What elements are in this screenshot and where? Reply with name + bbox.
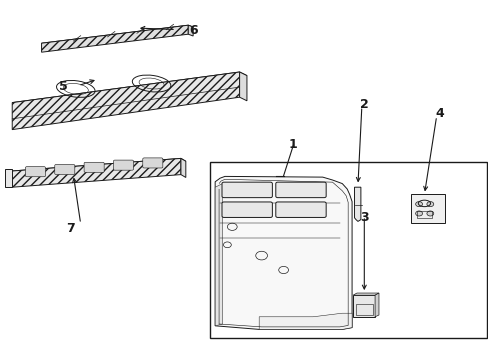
FancyBboxPatch shape — [275, 202, 325, 217]
FancyBboxPatch shape — [222, 182, 272, 198]
Circle shape — [426, 202, 433, 207]
FancyBboxPatch shape — [25, 167, 45, 177]
Bar — [210, 162, 486, 338]
FancyBboxPatch shape — [222, 202, 272, 217]
Polygon shape — [188, 25, 193, 36]
Polygon shape — [5, 169, 12, 187]
Text: 7: 7 — [66, 222, 75, 235]
Circle shape — [426, 211, 433, 216]
Circle shape — [415, 202, 422, 207]
Text: 2: 2 — [359, 98, 368, 111]
Polygon shape — [12, 72, 246, 106]
Polygon shape — [41, 25, 188, 52]
Polygon shape — [215, 176, 351, 329]
Polygon shape — [181, 158, 185, 177]
FancyBboxPatch shape — [275, 182, 325, 198]
Polygon shape — [354, 187, 360, 221]
Bar — [352, 295, 374, 317]
Polygon shape — [352, 293, 378, 295]
Polygon shape — [259, 313, 351, 329]
Text: 1: 1 — [288, 138, 297, 150]
Bar — [416, 211, 431, 218]
Polygon shape — [12, 158, 185, 174]
Text: 3: 3 — [359, 211, 368, 224]
Polygon shape — [215, 184, 222, 326]
FancyBboxPatch shape — [55, 165, 75, 175]
Polygon shape — [41, 25, 193, 45]
Text: 4: 4 — [435, 107, 444, 120]
Bar — [410, 194, 444, 223]
FancyBboxPatch shape — [84, 162, 104, 172]
Polygon shape — [12, 72, 239, 130]
Text: 6: 6 — [188, 24, 197, 37]
Bar — [355, 304, 372, 315]
Polygon shape — [374, 293, 378, 317]
Polygon shape — [239, 72, 246, 101]
FancyBboxPatch shape — [142, 158, 163, 168]
Text: 5: 5 — [59, 80, 68, 93]
FancyBboxPatch shape — [113, 160, 133, 170]
Polygon shape — [12, 158, 181, 187]
Circle shape — [415, 211, 422, 216]
